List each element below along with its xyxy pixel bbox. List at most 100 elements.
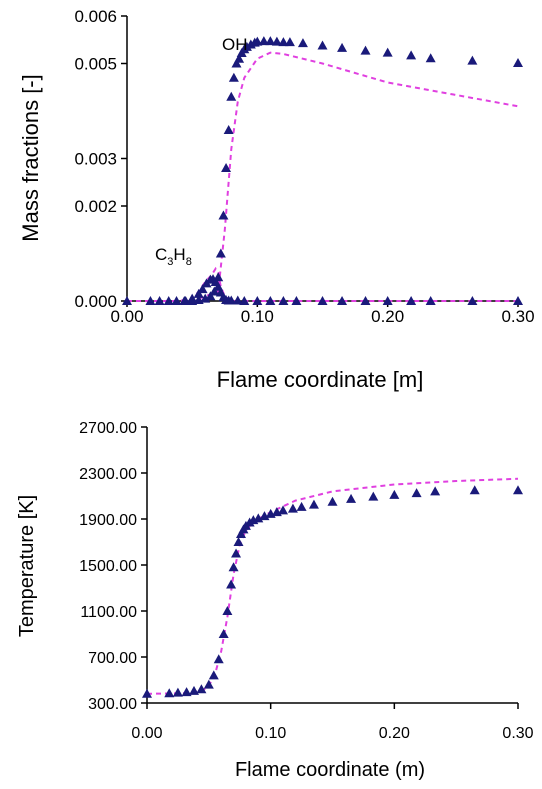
chart1-data-point: [258, 36, 269, 46]
chart1-data-point: [467, 55, 478, 65]
chart2-data-point: [172, 687, 183, 697]
chart1-ylabel: Mass fractions [-]: [18, 74, 43, 241]
chart2-y-tick-label: 300.00: [88, 696, 137, 713]
chart1-data-point: [221, 163, 232, 172]
chart1-data-point: [122, 296, 132, 305]
chart2-y-tick-label: 1900.00: [79, 512, 137, 529]
chart1-data-point: [271, 36, 282, 46]
chart2-x-tick-label: 0.20: [379, 725, 410, 742]
chart2-x-tick-label: 0.30: [502, 725, 533, 742]
chart2-data-point: [181, 687, 192, 697]
chart2-data-point: [218, 629, 229, 638]
chart2-data-point: [308, 499, 319, 509]
chart2-data-point: [233, 537, 244, 546]
chart1-data-point: [234, 53, 245, 63]
chart2-y-tick-label: 2300.00: [79, 466, 137, 483]
chart2-data-point: [368, 491, 379, 501]
chart2-data-point: [346, 493, 357, 503]
chart2-data-point: [222, 606, 233, 615]
chart2-y-tick-label: 1100.00: [80, 604, 137, 621]
chart1-data-point: [241, 41, 252, 51]
chart2-data-point: [226, 579, 237, 589]
chart2-xlabel: Flame coordinate (m): [235, 759, 425, 781]
chart2-data-point: [231, 548, 242, 558]
chart2-data-point: [287, 503, 298, 513]
chart2-y-tick-label: 2700.00: [79, 420, 137, 437]
chart1-data-point: [193, 288, 204, 298]
chart2-data-point: [327, 496, 338, 506]
chart2-data-point: [296, 501, 307, 511]
chart1-x-tick-label: 0.20: [371, 307, 404, 326]
chart1-x-tick-label: 0.10: [241, 307, 274, 326]
chart1-annotation-oh: OH: [222, 35, 248, 54]
chart2-data-point: [235, 528, 246, 538]
mass-fraction-chart: 0.000 0.002 0.003 0.005 0.006 0.00 0.10 0.20 0.…: [18, 7, 535, 392]
chart1-data-point: [265, 296, 276, 305]
chart2-data-point: [278, 505, 289, 515]
chart1-xlabel: Flame coordinate [m]: [217, 367, 424, 392]
chart2-y-tick-label: 700.00: [88, 650, 137, 667]
chart1-data-point: [513, 58, 523, 68]
chart1-data-point: [187, 293, 198, 303]
chart1-data-point: [205, 291, 216, 301]
chart2-data-point: [389, 489, 400, 499]
chart1-data-point: [297, 38, 308, 48]
chart2-x-tick-label: 0.10: [255, 725, 286, 742]
chart1-data-point: [278, 296, 289, 305]
chart1-data-point: [145, 296, 156, 305]
chart1-y-tick-label: 0.000: [74, 292, 117, 311]
chart1-data-point: [284, 37, 295, 47]
chart1-data-point: [382, 47, 393, 57]
chart1-y-tick-label: 0.003: [74, 150, 117, 169]
chart2-data-point: [259, 511, 270, 521]
chart1-data-point: [406, 296, 417, 305]
chart1-data-point: [226, 91, 237, 101]
chart1-y-tick-label: 0.002: [74, 197, 117, 216]
chart1-data-point: [180, 296, 191, 305]
chart2-data-point: [513, 485, 523, 495]
chart1-data-point: [218, 210, 229, 220]
chart1-data-point: [228, 72, 239, 82]
chart2-data-point: [196, 684, 207, 694]
chart1-data-point: [425, 296, 436, 305]
chart1-annotation-c3h8: C3H8: [155, 245, 192, 268]
chart2-data-point: [142, 688, 152, 698]
chart1-data-point: [382, 296, 393, 305]
chart1-data-point: [406, 50, 417, 60]
chart2-data-point: [213, 654, 224, 664]
chart1-data-point: [200, 293, 211, 303]
chart1-x-tick-label: 0.30: [501, 307, 534, 326]
chart2-ylabel: Temperature [K]: [16, 495, 38, 637]
chart1-data-point: [317, 296, 328, 305]
chart1-data-point: [337, 42, 348, 52]
chart1-data-point: [215, 248, 226, 258]
chart2-data-point: [253, 513, 264, 523]
chart1-data-point: [223, 125, 234, 134]
chart2-data-point: [188, 685, 199, 695]
chart1-y-tick-label: 0.005: [74, 55, 117, 74]
chart2-data-point: [430, 486, 441, 496]
chart2-data-point: [164, 688, 175, 698]
chart2-y-tick-label: 1500.00: [79, 558, 137, 575]
chart1-data-point: [291, 296, 302, 305]
chart1-data-point: [425, 53, 436, 63]
chart1-data-point: [197, 284, 208, 294]
chart2-data-point: [228, 562, 239, 572]
chart1-data-point: [209, 286, 220, 296]
chart1-data-point: [232, 295, 243, 305]
chart1-data-point: [337, 296, 348, 305]
chart1-data-point: [226, 295, 237, 305]
chart1-data-point: [163, 296, 174, 305]
chart1-data-point: [317, 40, 328, 50]
chart2-data-point: [469, 485, 480, 495]
chart1-data-point: [467, 296, 478, 305]
chart2-x-tick-label: 0.00: [131, 725, 162, 742]
chart1-data-point: [360, 296, 371, 305]
chart1-data-point: [154, 296, 165, 305]
chart2-data-point: [411, 488, 422, 498]
chart2-data-point: [203, 679, 214, 689]
chart1-data-point: [252, 36, 263, 46]
chart1-data-point: [513, 296, 523, 305]
chart1-data-point: [252, 296, 263, 305]
